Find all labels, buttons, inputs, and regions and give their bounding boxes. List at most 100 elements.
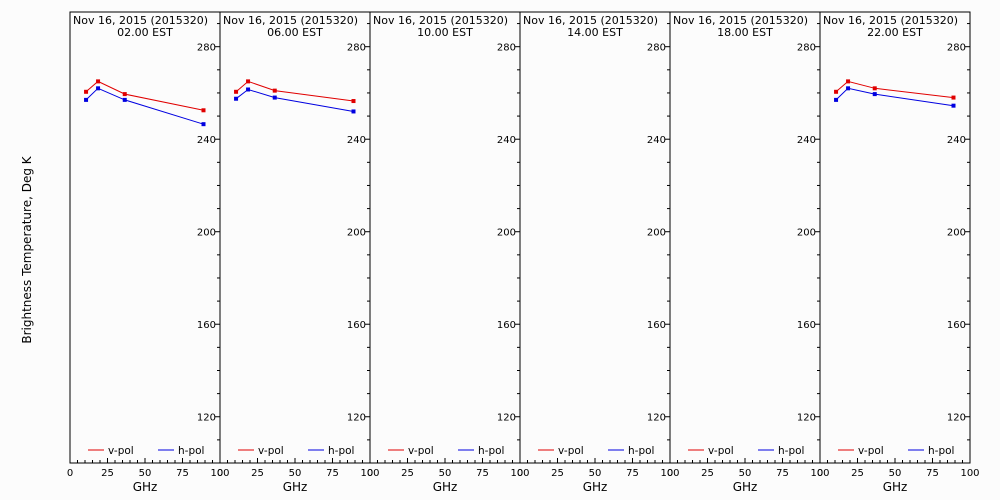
y-tick-label: 200 <box>797 228 816 239</box>
y-axis-label: Brightness Temperature, Deg K <box>20 155 34 343</box>
data-point-h-pol <box>834 97 839 102</box>
data-point-h-pol <box>951 103 956 108</box>
data-point-h-pol <box>96 86 101 91</box>
x-tick-label: 25 <box>401 468 414 479</box>
panel-3: Nov 16, 2015 (2015320)10.00 EST 120 160 200… <box>367 11 530 494</box>
panel-title-line1: Nov 16, 2015 (2015320) <box>373 14 508 27</box>
data-point-v-pol <box>246 79 251 84</box>
series-line-v-pol <box>235 80 354 102</box>
data-point-v-pol <box>272 88 277 93</box>
x-tick-label: 50 <box>439 468 452 479</box>
data-point-v-pol <box>834 89 839 94</box>
y-tick-label: 280 <box>947 43 966 54</box>
y-tick-label: 240 <box>947 135 966 146</box>
x-tick-label: 25 <box>851 468 864 479</box>
legend-label-v-pol: v-pol <box>558 445 584 457</box>
x-tick-label: 100 <box>510 468 529 479</box>
y-tick-label: 120 <box>647 413 666 424</box>
panel-title-line2: 10.00 EST <box>417 26 473 39</box>
y-tick-label: 120 <box>197 413 216 424</box>
x-axis-label: GHz <box>283 480 308 494</box>
y-tick-label: 160 <box>647 320 666 331</box>
y-tick-label: 120 <box>797 413 816 424</box>
y-tick-label: 160 <box>797 320 816 331</box>
legend-label-v-pol: v-pol <box>408 445 434 457</box>
x-tick-label: 0 <box>217 468 223 479</box>
data-point-v-pol <box>951 95 956 100</box>
data-point-v-pol <box>846 79 851 84</box>
legend-label-v-pol: v-pol <box>108 445 134 457</box>
x-tick-label: 100 <box>660 468 679 479</box>
y-tick-label: 120 <box>497 413 516 424</box>
panel-title-line1: Nov 16, 2015 (2015320) <box>223 14 358 27</box>
panel-title-line1: Nov 16, 2015 (2015320) <box>673 14 808 27</box>
x-tick-label: 50 <box>589 468 602 479</box>
x-tick-label: 50 <box>889 468 902 479</box>
x-tick-label: 75 <box>626 468 639 479</box>
y-tick-label: 280 <box>647 43 666 54</box>
data-point-h-pol <box>351 109 356 114</box>
y-tick-label: 280 <box>497 43 516 54</box>
y-tick-label: 280 <box>797 43 816 54</box>
panel-6: Nov 16, 2015 (2015320)22.00 EST 120 160 200… <box>817 11 980 494</box>
y-tick-label: 160 <box>197 320 216 331</box>
y-tick-label: 160 <box>347 320 366 331</box>
x-tick-label: 75 <box>176 468 189 479</box>
data-point-h-pol <box>872 92 877 97</box>
y-tick-label: 200 <box>497 228 516 239</box>
x-tick-label: 75 <box>476 468 489 479</box>
data-point-h-pol <box>234 96 239 101</box>
y-tick-label: 240 <box>197 135 216 146</box>
panel-title-line2: 14.00 EST <box>567 26 623 39</box>
data-point-v-pol <box>96 79 101 84</box>
x-axis-label: GHz <box>583 480 608 494</box>
panel-title-line2: 06.00 EST <box>267 26 323 39</box>
x-tick-label: 0 <box>667 468 673 479</box>
x-tick-label: 50 <box>139 468 152 479</box>
panel-title-line2: 02.00 EST <box>117 26 173 39</box>
data-point-h-pol <box>201 122 206 127</box>
y-tick-label: 240 <box>647 135 666 146</box>
legend-label-v-pol: v-pol <box>858 445 884 457</box>
x-tick-label: 75 <box>776 468 789 479</box>
data-point-h-pol <box>84 97 89 102</box>
y-tick-label: 240 <box>347 135 366 146</box>
y-tick-label: 200 <box>947 228 966 239</box>
x-tick-label: 50 <box>739 468 752 479</box>
data-point-v-pol <box>872 86 877 91</box>
panel-title-line1: Nov 16, 2015 (2015320) <box>523 14 658 27</box>
series-line-h-pol <box>835 87 954 107</box>
legend-label-h-pol: h-pol <box>328 445 354 457</box>
panel-1: Nov 16, 2015 (2015320)02.00 EST 120 160 200… <box>67 11 230 494</box>
y-tick-label: 280 <box>197 43 216 54</box>
series-line-v-pol <box>835 80 954 99</box>
legend-label-h-pol: h-pol <box>928 445 954 457</box>
panel-title-line2: 18.00 EST <box>717 26 773 39</box>
x-tick-label: 100 <box>210 468 229 479</box>
y-tick-label: 280 <box>347 43 366 54</box>
legend-label-h-pol: h-pol <box>628 445 654 457</box>
x-tick-label: 25 <box>101 468 114 479</box>
x-tick-label: 100 <box>810 468 829 479</box>
chart-panels: Nov 16, 2015 (2015320) 02.00 EST 120 160 200… <box>67 11 980 494</box>
panel-2: Nov 16, 2015 (2015320)06.00 EST 120 160 200… <box>217 11 380 494</box>
y-tick-label: 120 <box>347 413 366 424</box>
x-tick-label: 75 <box>326 468 339 479</box>
data-point-v-pol <box>201 108 206 113</box>
legend-label-h-pol: h-pol <box>178 445 204 457</box>
y-tick-label: 200 <box>347 228 366 239</box>
y-tick-label: 240 <box>497 135 516 146</box>
x-tick-label: 100 <box>960 468 979 479</box>
data-point-v-pol <box>84 89 89 94</box>
data-point-h-pol <box>846 86 851 91</box>
x-axis-label: GHz <box>883 480 908 494</box>
data-point-v-pol <box>351 99 356 104</box>
x-tick-label: 25 <box>701 468 714 479</box>
y-tick-label: 240 <box>797 135 816 146</box>
data-point-v-pol <box>122 92 127 97</box>
y-tick-label: 200 <box>647 228 666 239</box>
legend-label-h-pol: h-pol <box>778 445 804 457</box>
x-tick-label: 25 <box>551 468 564 479</box>
panel-4: Nov 16, 2015 (2015320)14.00 EST 120 160 200… <box>517 11 680 494</box>
data-point-h-pol <box>122 97 127 102</box>
